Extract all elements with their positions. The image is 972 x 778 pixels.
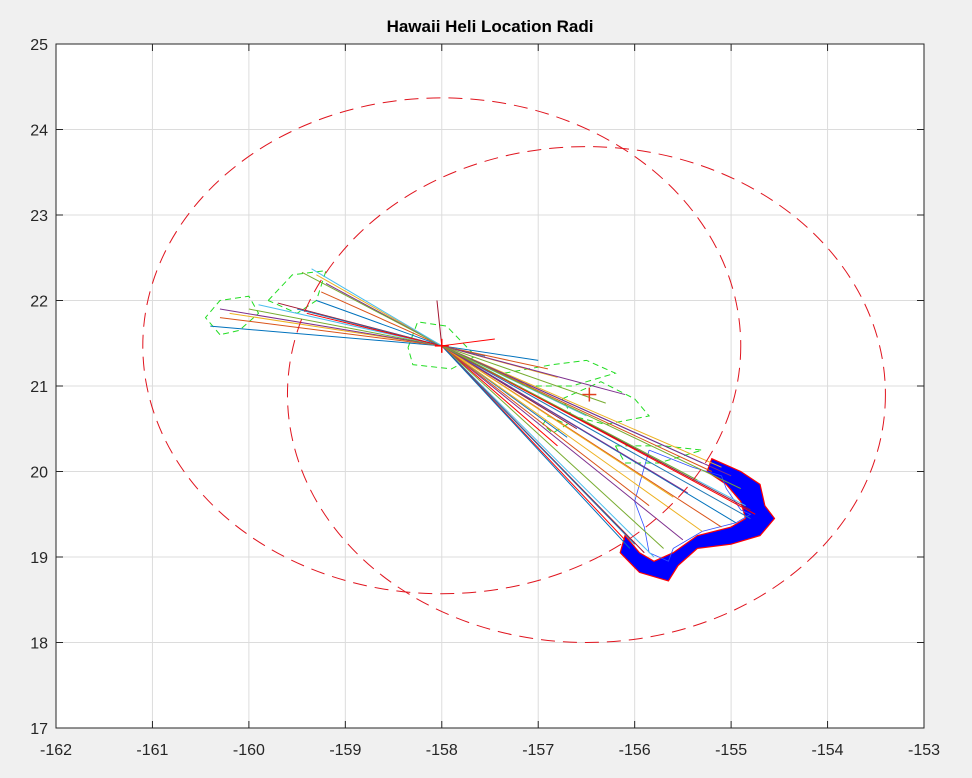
ray-line (311, 268, 443, 347)
ray-line (210, 325, 442, 347)
y-tick-label: 19 (30, 550, 48, 567)
ray-line (248, 308, 442, 347)
coverage-band (619, 457, 776, 582)
coastline (267, 269, 327, 314)
x-tick-label: -160 (233, 742, 265, 759)
ray-line (219, 308, 442, 347)
y-tick-label: 24 (30, 123, 48, 140)
ray-line (441, 345, 636, 545)
x-tick-label: -153 (908, 742, 940, 759)
ray-line (436, 300, 443, 346)
range-circle (142, 97, 742, 595)
x-tick-label: -154 (812, 742, 844, 759)
range-circle (286, 146, 886, 643)
y-tick-label: 25 (30, 37, 48, 54)
coastline (542, 415, 569, 434)
y-tick-label: 23 (30, 208, 48, 225)
ray-line (441, 345, 703, 532)
ray-line (441, 345, 650, 507)
x-tick-label: -156 (619, 742, 651, 759)
ray-line (441, 345, 674, 498)
x-tick-label: -157 (522, 742, 554, 759)
ray-line (441, 345, 626, 396)
ray-line (441, 345, 539, 361)
ray-line (441, 338, 495, 347)
ray-line (441, 345, 698, 481)
y-tick-label: 20 (30, 465, 48, 482)
ray-line (441, 345, 722, 468)
ray-line (441, 345, 606, 404)
y-tick-label: 21 (30, 379, 48, 396)
ray-line (219, 317, 442, 347)
ray-line (441, 345, 684, 541)
y-axis-ticks: 17 18 19 20 21 22 23 24 25 (30, 37, 924, 738)
ray-line (301, 271, 443, 347)
ray-line (321, 291, 442, 347)
y-tick-label: 18 (30, 636, 48, 653)
y-tick-label: 17 (30, 721, 48, 738)
ray-line (441, 345, 548, 370)
chart-title: Hawaii Heli Location Radi (387, 17, 594, 36)
ray-line (441, 345, 688, 494)
coastline (204, 295, 260, 336)
ray-line (441, 345, 732, 477)
y-tick-label: 22 (30, 294, 48, 311)
x-tick-label: -159 (329, 742, 361, 759)
ray-line (306, 312, 442, 347)
x-axis-ticks: -162 -161 -160 -159 -158 -157 -156 -155 -154 -153 (40, 44, 940, 759)
x-tick-label: -162 (40, 742, 72, 759)
ray-line (441, 345, 558, 447)
ray-line (441, 345, 756, 515)
ray-line (441, 345, 751, 519)
ray-line (441, 345, 664, 549)
x-tick-label: -158 (426, 742, 458, 759)
coastline (407, 321, 477, 370)
ray-line (441, 345, 741, 490)
ray-line (316, 300, 442, 347)
x-tick-label: -155 (715, 742, 747, 759)
ray-line (441, 345, 655, 558)
plot-area (142, 97, 886, 643)
x-tick-label: -161 (136, 742, 168, 759)
ray-line (441, 345, 631, 549)
